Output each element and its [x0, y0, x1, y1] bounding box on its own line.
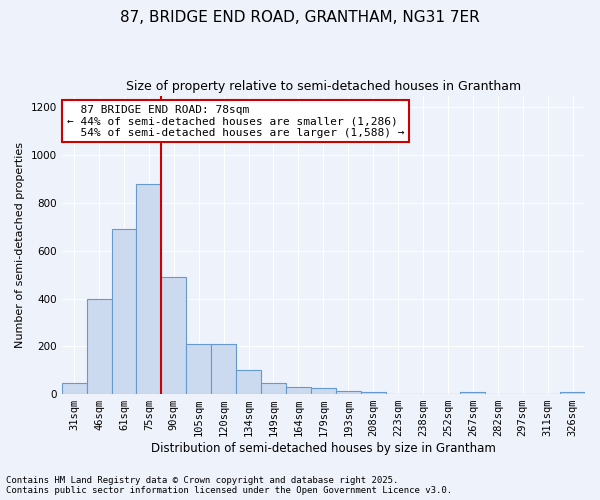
Bar [286, 387, 311, 394]
Bar [112, 230, 136, 394]
Text: 87, BRIDGE END ROAD, GRANTHAM, NG31 7ER: 87, BRIDGE END ROAD, GRANTHAM, NG31 7ER [120, 10, 480, 25]
Bar [261, 383, 286, 394]
Bar [161, 277, 186, 394]
Y-axis label: Number of semi-detached properties: Number of semi-detached properties [15, 142, 25, 348]
Bar [236, 370, 261, 394]
Bar [311, 388, 336, 394]
Bar [86, 298, 112, 394]
Bar [560, 392, 585, 394]
Bar [336, 391, 361, 394]
Bar [361, 392, 386, 394]
Text: 87 BRIDGE END ROAD: 78sqm
← 44% of semi-detached houses are smaller (1,286)
  54: 87 BRIDGE END ROAD: 78sqm ← 44% of semi-… [67, 104, 404, 138]
Bar [136, 184, 161, 394]
Bar [211, 344, 236, 394]
Bar [186, 344, 211, 394]
Bar [62, 383, 86, 394]
X-axis label: Distribution of semi-detached houses by size in Grantham: Distribution of semi-detached houses by … [151, 442, 496, 455]
Bar [460, 392, 485, 394]
Title: Size of property relative to semi-detached houses in Grantham: Size of property relative to semi-detach… [126, 80, 521, 93]
Text: Contains HM Land Registry data © Crown copyright and database right 2025.
Contai: Contains HM Land Registry data © Crown c… [6, 476, 452, 495]
